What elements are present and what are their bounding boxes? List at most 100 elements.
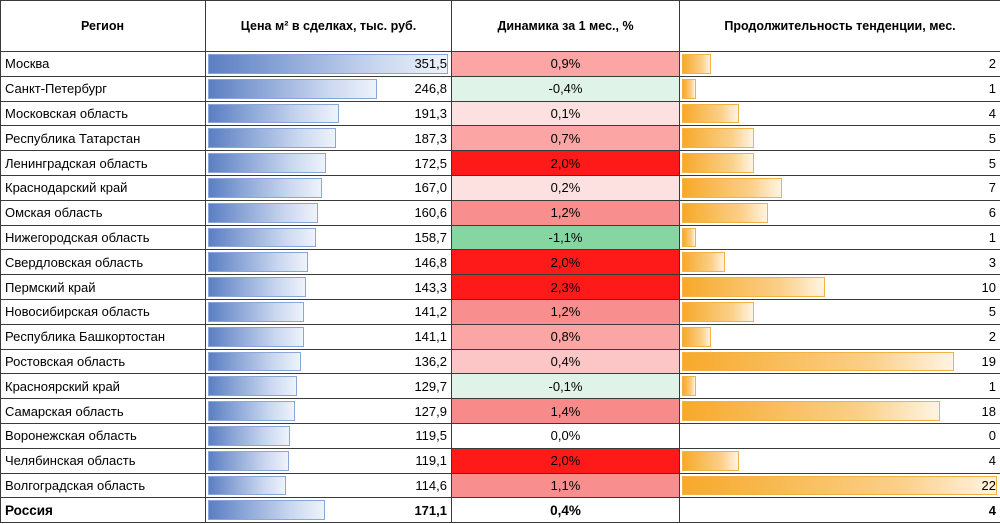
table-row: Нижегородская область 158,7 -1,1% 1 xyxy=(0,224,1000,251)
duration-cell: 7 xyxy=(679,174,1000,201)
duration-value: 6 xyxy=(988,205,996,221)
duration-cell: 18 xyxy=(679,398,1000,424)
price-cell: 187,3 xyxy=(205,125,452,152)
price-value: 172,5 xyxy=(414,155,447,171)
region-cell: Челябинская область xyxy=(0,447,206,474)
header-dynamic: Динамика за 1 мес., % xyxy=(451,0,680,52)
duration-cell: 0 xyxy=(679,422,1000,449)
duration-cell: 5 xyxy=(679,298,1000,325)
dynamic-cell: 2,0% xyxy=(451,447,680,474)
region-cell: Республика Башкортостан xyxy=(0,323,206,350)
duration-value: 1 xyxy=(988,81,996,97)
dynamic-cell: -1,1% xyxy=(451,224,680,251)
table-row: Республика Татарстан 187,3 0,7% 5 xyxy=(0,125,1000,152)
dynamic-cell: 0,4% xyxy=(451,348,680,375)
price-value: 191,3 xyxy=(414,105,447,121)
duration-value: 4 xyxy=(988,502,996,518)
duration-value: 10 xyxy=(981,279,996,295)
region-cell: Свердловская область xyxy=(0,249,206,276)
region-cell: Россия xyxy=(0,497,206,524)
price-bar xyxy=(208,425,290,446)
dynamic-cell: 0,1% xyxy=(451,100,680,127)
table-row: Краснодарский край 167,0 0,2% 7 xyxy=(0,174,1000,201)
dynamic-cell: 2,3% xyxy=(451,274,680,300)
dynamic-cell: 0,7% xyxy=(451,125,680,152)
duration-bar xyxy=(682,301,754,322)
dynamic-cell: 1,2% xyxy=(451,298,680,325)
dynamic-cell: 0,4% xyxy=(451,497,680,524)
duration-bar xyxy=(682,227,696,248)
duration-cell: 19 xyxy=(679,348,1000,375)
duration-value: 7 xyxy=(988,180,996,196)
price-value: 114,6 xyxy=(415,477,447,493)
price-cell: 171,1 xyxy=(205,497,452,524)
price-cell: 119,1 xyxy=(205,447,452,474)
price-bar xyxy=(208,128,336,149)
price-cell: 246,8 xyxy=(205,75,452,102)
price-bar xyxy=(208,227,316,248)
duration-cell: 4 xyxy=(679,100,1000,127)
table-row: Свердловская область 146,8 2,0% 3 xyxy=(0,249,1000,276)
duration-value: 5 xyxy=(988,155,996,171)
duration-value: 4 xyxy=(988,105,996,121)
price-cell: 146,8 xyxy=(205,249,452,276)
price-bar xyxy=(208,54,448,74)
duration-value: 3 xyxy=(988,254,996,270)
table-row: Челябинская область 119,1 2,0% 4 xyxy=(0,447,1000,474)
duration-value: 4 xyxy=(988,453,996,469)
price-bar xyxy=(208,401,295,421)
price-bar xyxy=(208,103,339,124)
table-body: Москва 351,5 0,9% 2 Санкт-Петербург 246,8 -0,4… xyxy=(0,51,1000,524)
duration-bar xyxy=(682,202,768,223)
price-value: 141,2 xyxy=(414,304,447,320)
price-value: 119,1 xyxy=(415,453,447,469)
region-cell: Санкт-Петербург xyxy=(0,75,206,102)
table-row: Москва 351,5 0,9% 2 xyxy=(0,51,1000,77)
duration-cell: 1 xyxy=(679,224,1000,251)
price-cell: 127,9 xyxy=(205,398,452,424)
price-cell: 114,6 xyxy=(205,472,452,499)
table-row: Красноярский край 129,7 -0,1% 1 xyxy=(0,373,1000,400)
region-cell: Новосибирская область xyxy=(0,298,206,325)
price-value: 119,5 xyxy=(415,428,447,444)
duration-value: 0 xyxy=(988,428,996,444)
table-row: Омская область 160,6 1,2% 6 xyxy=(0,199,1000,226)
price-cell: 143,3 xyxy=(205,274,452,300)
duration-value: 2 xyxy=(988,56,996,72)
region-cell: Москва xyxy=(0,51,206,77)
price-value: 351,5 xyxy=(414,56,447,72)
region-cell: Московская область xyxy=(0,100,206,127)
dynamic-cell: 2,0% xyxy=(451,249,680,276)
duration-value: 5 xyxy=(988,304,996,320)
price-cell: 141,1 xyxy=(205,323,452,350)
table-row: Ленинградская область 172,5 2,0% 5 xyxy=(0,150,1000,176)
dynamic-cell: -0,4% xyxy=(451,75,680,102)
price-bar xyxy=(208,252,308,273)
price-value: 187,3 xyxy=(414,130,447,146)
duration-value: 1 xyxy=(988,378,996,394)
price-value: 143,3 xyxy=(414,279,447,295)
duration-value: 1 xyxy=(988,229,996,245)
total-row: Россия 171,1 0,4% 4 xyxy=(0,497,1000,524)
price-cell: 172,5 xyxy=(205,150,452,176)
duration-cell: 4 xyxy=(679,447,1000,474)
region-cell: Волгоградская область xyxy=(0,472,206,499)
price-cell: 160,6 xyxy=(205,199,452,226)
duration-cell: 2 xyxy=(679,323,1000,350)
table-row: Республика Башкортостан 141,1 0,8% 2 xyxy=(0,323,1000,350)
duration-cell: 6 xyxy=(679,199,1000,226)
duration-bar xyxy=(682,401,940,421)
duration-value: 2 xyxy=(988,329,996,345)
duration-bar xyxy=(682,351,954,372)
header-price: Цена м² в сделках, тыс. руб. xyxy=(205,0,452,52)
dynamic-cell: 0,0% xyxy=(451,422,680,449)
price-value: 171,1 xyxy=(414,502,447,518)
duration-bar xyxy=(682,376,696,397)
region-cell: Республика Татарстан xyxy=(0,125,206,152)
duration-value: 18 xyxy=(981,403,996,419)
price-bar xyxy=(208,202,318,223)
price-cell: 119,5 xyxy=(205,422,452,449)
duration-cell: 4 xyxy=(679,497,1000,524)
region-cell: Ростовская область xyxy=(0,348,206,375)
duration-cell: 1 xyxy=(679,75,1000,102)
